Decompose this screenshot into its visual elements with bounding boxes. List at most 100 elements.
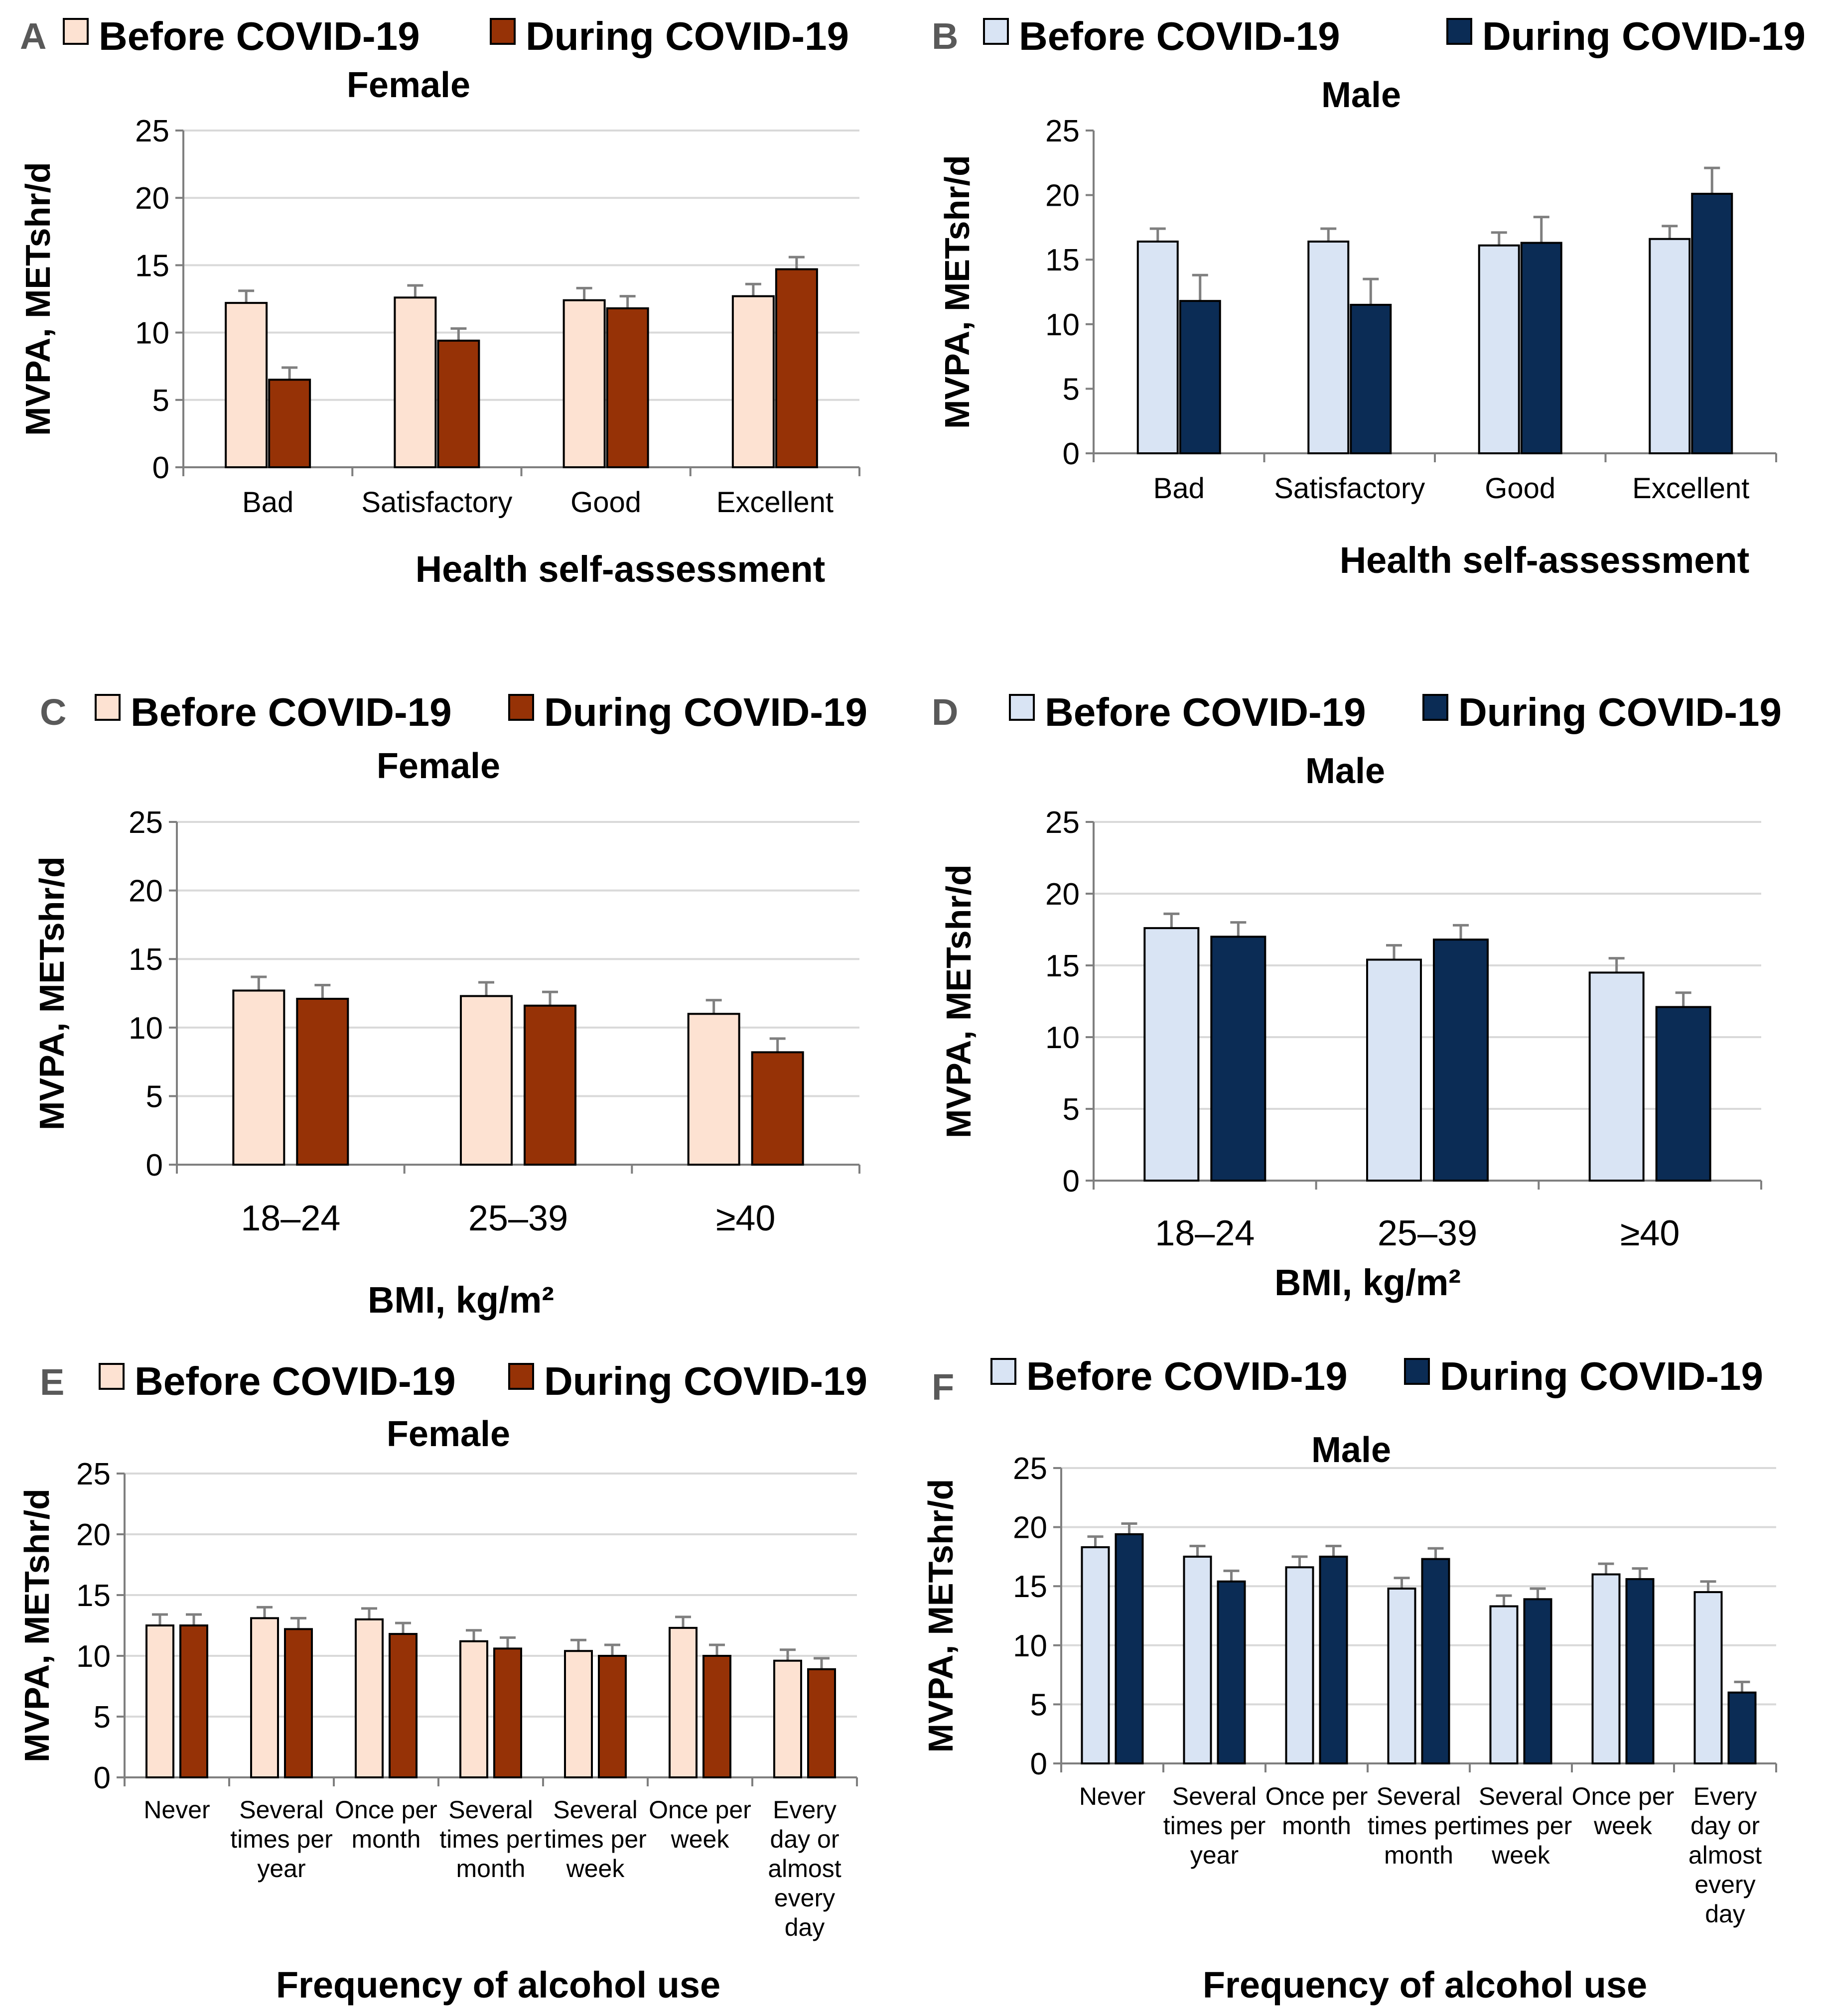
bar-before — [459, 1640, 488, 1778]
bar-during — [775, 268, 818, 469]
x-category-label-line: ≥40 — [716, 1199, 776, 1238]
x-category-label: Once per month — [1265, 1782, 1368, 1840]
y-tick-label: 20 — [1013, 1511, 1047, 1545]
x-axis-label: BMI, kg/m² — [368, 1279, 554, 1321]
y-tick-label: 25 — [1045, 114, 1080, 148]
bar-before — [394, 296, 437, 469]
bar-during — [1520, 242, 1562, 454]
bar-before — [1693, 1591, 1723, 1765]
x-category-label-line: year — [1190, 1841, 1239, 1869]
bar-before — [250, 1617, 279, 1779]
legend-label-during: During COVID-19 — [526, 14, 849, 58]
bar-before — [1478, 244, 1520, 454]
x-category-label-line: Once per — [1265, 1782, 1368, 1810]
chart-title: Male — [1321, 75, 1401, 115]
legend-label-before: Before COVID-19 — [99, 14, 420, 58]
x-category-label-line: times per — [1163, 1812, 1266, 1840]
legend: Before COVID-19 During COVID-19 — [990, 1354, 1763, 1398]
legend-swatch-during — [1446, 18, 1472, 45]
x-category-label-line: times per — [1470, 1812, 1572, 1840]
bar-during — [1655, 1006, 1711, 1182]
bar-before — [1183, 1555, 1212, 1764]
y-tick-label: 10 — [1045, 1021, 1080, 1055]
y-tick-label: 0 — [1063, 437, 1080, 471]
y-tick-label: 25 — [129, 806, 163, 840]
legend-label-during: During COVID-19 — [544, 690, 867, 734]
y-tick-label: 5 — [1030, 1688, 1047, 1722]
x-category-label-line: Every — [1693, 1782, 1757, 1810]
bar-before — [1588, 971, 1645, 1182]
legend-swatch-during — [1404, 1358, 1430, 1385]
bar-before — [1081, 1546, 1110, 1765]
bar-during — [1727, 1691, 1757, 1764]
y-tick-label: 15 — [129, 942, 163, 977]
bar-during — [1319, 1555, 1348, 1764]
x-category-label-line: Never — [143, 1796, 210, 1824]
bar-during — [598, 1655, 627, 1778]
legend-label-before: Before COVID-19 — [1019, 14, 1340, 58]
chart-title: Female — [347, 65, 470, 105]
y-tick-label: 5 — [94, 1700, 111, 1735]
bar-during — [1217, 1580, 1246, 1764]
x-category-label-line: 18–24 — [241, 1199, 340, 1238]
x-category-label: Several times per month — [439, 1796, 542, 1882]
x-category-label-line: almost — [768, 1855, 841, 1882]
x-category-label-line: Every — [773, 1796, 837, 1824]
bar-during — [606, 307, 649, 468]
y-tick-label: 20 — [129, 874, 163, 909]
y-tick-label: 10 — [1045, 308, 1080, 342]
x-category-label-line: almost — [1688, 1841, 1762, 1869]
legend: Before COVID-19 During COVID-19 — [99, 1359, 867, 1403]
bar-before — [460, 995, 513, 1166]
y-tick-label: 5 — [1063, 372, 1080, 406]
bar-during — [1421, 1558, 1450, 1765]
legend-label-during: During COVID-19 — [1440, 1354, 1763, 1398]
x-category-label-line: Satisfactory — [361, 486, 512, 519]
x-category-label-line: every — [1694, 1871, 1755, 1898]
panel-letter: B — [932, 15, 958, 57]
x-category-label-line: times per — [1368, 1812, 1470, 1840]
bar-during — [702, 1655, 731, 1778]
y-axis-label: MVPA, METshr/d — [18, 162, 57, 436]
x-axis-label: Health self-assessment — [1340, 539, 1750, 581]
x-category-label-line: times per — [439, 1825, 542, 1853]
bar-before — [225, 302, 268, 468]
legend-label-during: During COVID-19 — [1458, 690, 1782, 734]
x-category-label-line: month — [352, 1825, 421, 1853]
y-tick-label: 10 — [129, 1011, 163, 1046]
x-category-label-line: month — [1384, 1841, 1453, 1869]
chart-panel-d: D Before COVID-19 During COVID-19 Male 0 5 10 1… — [932, 690, 1782, 1303]
y-tick-label: 0 — [94, 1761, 111, 1795]
x-category-label: Satisfactory — [361, 486, 512, 519]
x-category-label-line: 18–24 — [1155, 1213, 1255, 1253]
x-category-label-line: every — [774, 1884, 835, 1912]
bar-before — [1143, 927, 1200, 1182]
bar-during — [1350, 303, 1392, 454]
x-category-label-line: Excellent — [716, 486, 834, 519]
x-category-label: 18–24 — [1155, 1213, 1255, 1253]
x-category-label: Every day or almost every day — [768, 1796, 841, 1941]
bar-during — [268, 379, 311, 468]
y-axis-label: MVPA, METshr/d — [921, 1479, 960, 1753]
legend-label-during: During COVID-19 — [1482, 14, 1806, 58]
chart-panel-e: E Before COVID-19 During COVID-19 Female 0 5 1… — [17, 1359, 867, 2006]
legend-swatch-before — [63, 18, 89, 45]
chart-panel-a: A Before COVID-19 During COVID-19 Female 0 5 1… — [18, 14, 860, 590]
bar-before — [1387, 1587, 1416, 1765]
legend-label-during: During COVID-19 — [544, 1359, 867, 1403]
y-tick-label: 25 — [1013, 1452, 1047, 1486]
legend-swatch-before — [983, 18, 1009, 45]
legend-swatch-during — [508, 1363, 534, 1390]
bar-during — [296, 998, 349, 1166]
bar-during — [1179, 300, 1221, 454]
legend: Before COVID-19 During COVID-19 — [983, 14, 1806, 58]
y-axis-label: MVPA, METshr/d — [938, 155, 977, 429]
bar-during — [1115, 1533, 1144, 1765]
bar-during — [1523, 1598, 1552, 1764]
x-category-label-line: Once per — [335, 1796, 437, 1824]
bar-during — [437, 339, 480, 468]
x-category-label-line: Several — [1377, 1782, 1461, 1810]
panel-letter: D — [932, 691, 958, 733]
x-category-label-line: times per — [230, 1825, 333, 1853]
y-tick-label: 20 — [135, 181, 169, 216]
